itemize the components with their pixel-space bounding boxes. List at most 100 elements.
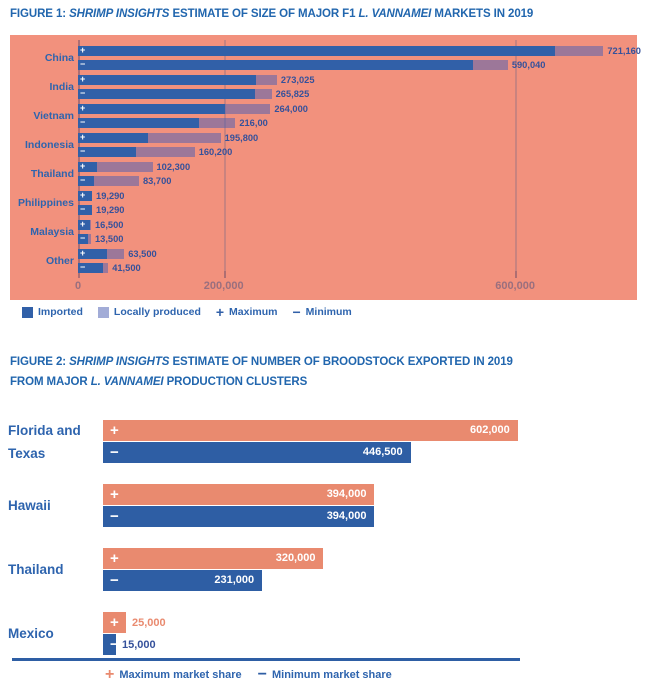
max-bar-row: +19,290 [78,191,124,201]
imported-segment [78,191,93,201]
country-label: Thailand [30,168,74,180]
imported-segment [78,118,199,128]
plus-icon: + [80,191,86,200]
figure2-title-part: ESTIMATE OF NUMBER OF BROODSTOCK EXPORTE… [169,356,513,368]
cluster-label: Thailand [8,562,64,577]
max-bar-row: +721,160 [78,46,641,56]
figure1-title-part: FIGURE 1: [10,8,70,20]
legend-item-maximum-market-share: + Maximum market share [105,667,242,683]
x-tick-200000 [223,271,226,278]
cluster-label: Mexico [8,626,54,641]
min-bar-row: − 231,000 [103,570,323,591]
value-label: 590,040 [511,60,546,70]
imported-segment [78,75,257,85]
min-bar: − 446,500 [103,442,411,463]
figure2-title-part: FROM MAJOR [10,375,91,388]
min-total-bar: − [78,205,93,215]
min-total-bar: − [78,60,508,70]
value-label: 195,800 [224,133,259,143]
value-label: 63,500 [128,249,157,259]
figure1-title-italic: L. VANNAMEI [358,8,432,20]
country-group: Vietnam +264,000 − 216,00 [10,104,637,128]
plus-icon: + [80,75,86,84]
plus-icon: + [110,614,119,631]
figure1-bar-rows: China +721,160 − 590,040 India +273,025 − 265,8… [10,46,641,278]
legend-item-imported: Imported [22,306,83,318]
value-label: 19,290 [96,205,125,215]
legend-item-maximum: + Maximum [215,303,278,320]
imported-segment [78,220,91,230]
cluster-group: Florida and Texas +602,000 − 446,500 [8,420,638,463]
imported-segment [78,176,95,186]
legend-label-minimum: Minimum [305,306,352,318]
plus-icon: + [80,220,86,229]
cluster-bars: +320,000 − 231,000 [103,548,324,591]
min-bar-row: − 590,040 [78,60,641,70]
figure2-title-part: FIGURE 2: [10,356,70,368]
x-tick-600000 [515,271,518,278]
min-bar-row: −15,000 [103,634,166,655]
country-label: Other [45,255,74,267]
max-total-bar: + [78,46,604,56]
minus-icon: − [80,176,86,185]
gridline-600000 [515,40,518,273]
min-bar: − 394,000 [103,506,375,527]
country-label: Indonesia [24,139,74,151]
max-total-bar: + [78,220,91,230]
imported-segment [78,133,148,143]
imported-segment [78,104,226,114]
max-total-bar: + [78,191,93,201]
plus-icon: + [110,422,119,439]
value-label: 19,290 [96,191,125,201]
country-bars: +19,290 − 19,290 [78,191,124,215]
value-label: 320,000 [275,552,316,564]
country-bars: +102,300 − 83,700 [78,162,190,186]
minus-icon: − [292,303,301,320]
max-total-bar: + [78,162,153,172]
legend-label-minimum-market-share: Minimum market share [271,669,392,681]
cluster-bars: +602,000 − 446,500 [103,420,518,463]
value-label: 160,200 [198,147,233,157]
minus-icon: − [80,263,86,272]
max-bar-row: +264,000 [78,104,308,114]
min-bar: − 231,000 [103,570,263,591]
max-bar-row: +394,000 [103,484,375,505]
cluster-group: Mexico +25,000−15,000 [8,612,638,655]
plus-icon: + [215,303,225,320]
country-label: Malaysia [30,226,74,238]
max-bar-row: +602,000 [103,420,518,441]
locally-produced-swatch-icon [97,306,109,318]
min-bar-row: − 41,500 [78,263,157,273]
min-bar-row: − 83,700 [78,176,190,186]
x-tick-0 [78,271,80,278]
value-label: 13,500 [95,234,124,244]
figure1-legend: Imported Locally produced + Maximum − Mi… [22,303,352,320]
min-bar-row: − 19,290 [78,205,124,215]
value-label: 446,500 [362,446,403,458]
value-label: 41,500 [112,263,141,273]
minus-icon: − [110,572,119,589]
value-label: 15,000 [122,638,156,651]
legend-item-minimum-market-share: − Minimum market share [258,667,392,683]
max-bar: +394,000 [103,484,375,505]
minus-icon: − [110,636,116,653]
value-label: 231,000 [214,574,255,586]
min-bar: − [103,634,116,655]
minus-icon: − [110,508,119,525]
country-bars: +16,500−13,500 [78,220,123,244]
min-bar-row: −13,500 [78,234,123,244]
legend-label-imported: Imported [38,306,83,318]
minus-icon: − [80,89,86,98]
plus-icon: + [80,249,86,258]
x-tick-label: 0 [74,280,82,292]
max-bar-row: +63,500 [78,249,157,259]
max-bar-row: +273,025 [78,75,315,85]
cluster-bars: +394,000 − 394,000 [103,484,375,527]
cluster-group: Thailand +320,000 − 231,000 [8,548,638,591]
country-group: Malaysia +16,500−13,500 [10,220,637,244]
country-label: India [49,81,74,93]
max-total-bar: + [78,104,271,114]
min-bar-row: − 160,200 [78,147,258,157]
legend-label-maximum: Maximum [229,306,278,318]
max-bar-row: +195,800 [78,133,258,143]
